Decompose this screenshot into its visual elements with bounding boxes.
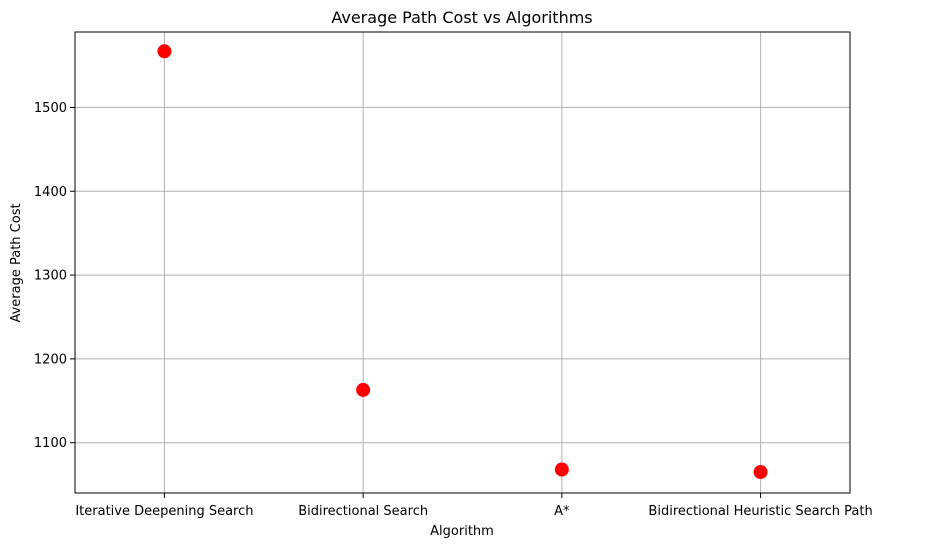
y-axis-ticks: 1100 1200 1300 1400 1500 [34, 101, 75, 451]
scatter-points [157, 44, 768, 480]
y-tick-label: 1400 [34, 185, 67, 200]
x-tick-label: Bidirectional Search [298, 504, 428, 519]
y-tick-label: 1300 [34, 269, 67, 284]
x-axis-label: Algorithm [430, 524, 494, 539]
chart-title: Average Path Cost vs Algorithms [331, 8, 592, 27]
data-point [554, 462, 569, 477]
y-axis-label: Average Path Cost [9, 203, 24, 322]
data-point [157, 44, 172, 59]
x-tick-label: A* [554, 504, 570, 519]
plot-frame [74, 31, 851, 494]
x-axis-ticks: Iterative Deepening Search Bidirectional … [75, 493, 873, 519]
grid [75, 32, 850, 493]
data-point [356, 382, 371, 397]
x-tick-label: Bidirectional Heuristic Search Path [648, 504, 872, 519]
data-point [753, 465, 768, 480]
x-tick-label: Iterative Deepening Search [75, 504, 253, 519]
y-tick-label: 1500 [34, 101, 67, 116]
y-tick-label: 1200 [34, 352, 67, 367]
y-tick-label: 1100 [34, 436, 67, 451]
